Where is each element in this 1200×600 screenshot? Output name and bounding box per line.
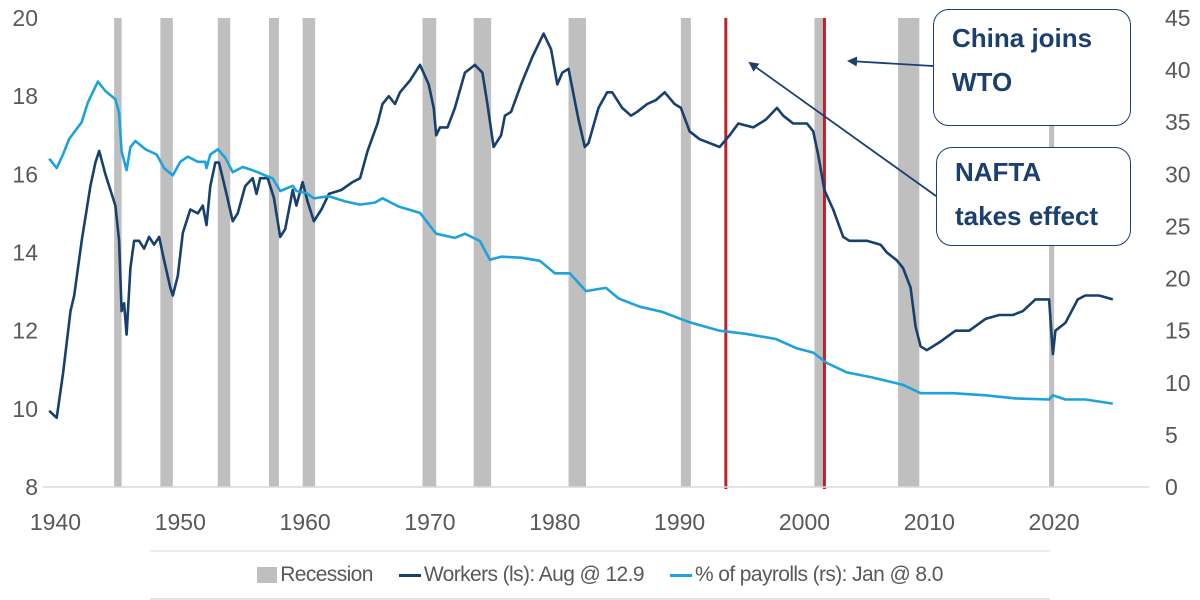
x-tick-label: 1980 <box>529 509 580 535</box>
recession-swatch <box>257 567 278 583</box>
nafta-annotation-line1: NAFTA <box>955 157 1042 187</box>
y-right-tick-label: 25 <box>1165 213 1191 239</box>
legend-item-payrolls: % of payrolls (rs): Jan @ 8.0 <box>669 563 943 587</box>
x-tick-label: 2020 <box>1029 509 1080 535</box>
nafta-arrow <box>748 61 937 197</box>
legend-item-recession: Recession <box>257 563 373 587</box>
y-left-tick-label: 8 <box>25 474 38 500</box>
x-tick-label: 1990 <box>654 509 705 535</box>
series-lines <box>48 32 1114 420</box>
x-tick-label: 2010 <box>904 509 955 535</box>
x-tick-label: 1950 <box>155 509 206 535</box>
x-tick-label: 1960 <box>280 509 331 535</box>
recession-band <box>114 18 122 487</box>
china-annotation-line1: China joins <box>952 23 1093 53</box>
y-left-tick-label: 10 <box>12 396 38 422</box>
recession-band <box>680 18 691 487</box>
china-annotation-line2: WTO <box>952 67 1013 97</box>
event-lines <box>724 18 826 489</box>
workers-swatch <box>398 573 421 577</box>
recession-bands <box>114 18 1055 487</box>
recession-band <box>217 18 231 487</box>
legend-label-payrolls: % of payrolls (rs): Jan @ 8.0 <box>694 563 943 586</box>
legend-label-workers: Workers (ls): Aug @ 12.9 <box>423 563 645 586</box>
y-right-tick-label: 30 <box>1165 161 1191 187</box>
y-left-tick-label: 12 <box>12 318 38 344</box>
recession-band <box>268 18 279 487</box>
nafta-annotation: NAFTA takes effect <box>936 147 1131 246</box>
workers-line <box>48 32 1114 420</box>
payrolls-line <box>48 80 1113 405</box>
y-right-tick-label: 5 <box>1165 422 1178 448</box>
y-right-tick-label: 35 <box>1165 109 1191 135</box>
y-right-tick-label: 45 <box>1165 5 1191 31</box>
recession-band <box>302 18 316 487</box>
x-tick-label: 2000 <box>779 509 830 535</box>
recession-band <box>473 18 492 487</box>
tick-labels: 1940 1950 1960 1970 1980 1990 2000 2010 20208101… <box>12 5 1190 535</box>
y-right-tick-label: 0 <box>1165 474 1178 500</box>
x-tick-label: 1940 <box>30 509 81 535</box>
legend: Recession Workers (ls): Aug @ 12.9 % of … <box>150 550 1050 600</box>
y-right-tick-label: 10 <box>1165 370 1191 396</box>
nafta-annotation-line2: takes effect <box>955 201 1099 231</box>
recession-band <box>814 18 825 487</box>
y-left-tick-label: 16 <box>12 161 38 187</box>
y-right-tick-label: 15 <box>1165 318 1191 344</box>
recession-band <box>160 18 173 487</box>
recession-band <box>422 18 437 487</box>
legend-label-recession: Recession <box>280 563 373 586</box>
x-tick-label: 1970 <box>404 509 455 535</box>
payrolls-swatch <box>669 573 692 577</box>
y-right-tick-label: 40 <box>1165 57 1191 83</box>
y-left-tick-label: 20 <box>12 5 38 31</box>
y-right-tick-label: 20 <box>1165 266 1191 292</box>
recession-band <box>1049 18 1055 487</box>
china-wto-annotation: China joins WTO <box>933 9 1131 126</box>
y-left-tick-label: 14 <box>12 240 38 266</box>
china-arrow <box>847 56 934 67</box>
legend-item-workers: Workers (ls): Aug @ 12.9 <box>398 563 645 587</box>
recession-band <box>898 18 920 487</box>
y-left-tick-label: 18 <box>12 83 38 109</box>
